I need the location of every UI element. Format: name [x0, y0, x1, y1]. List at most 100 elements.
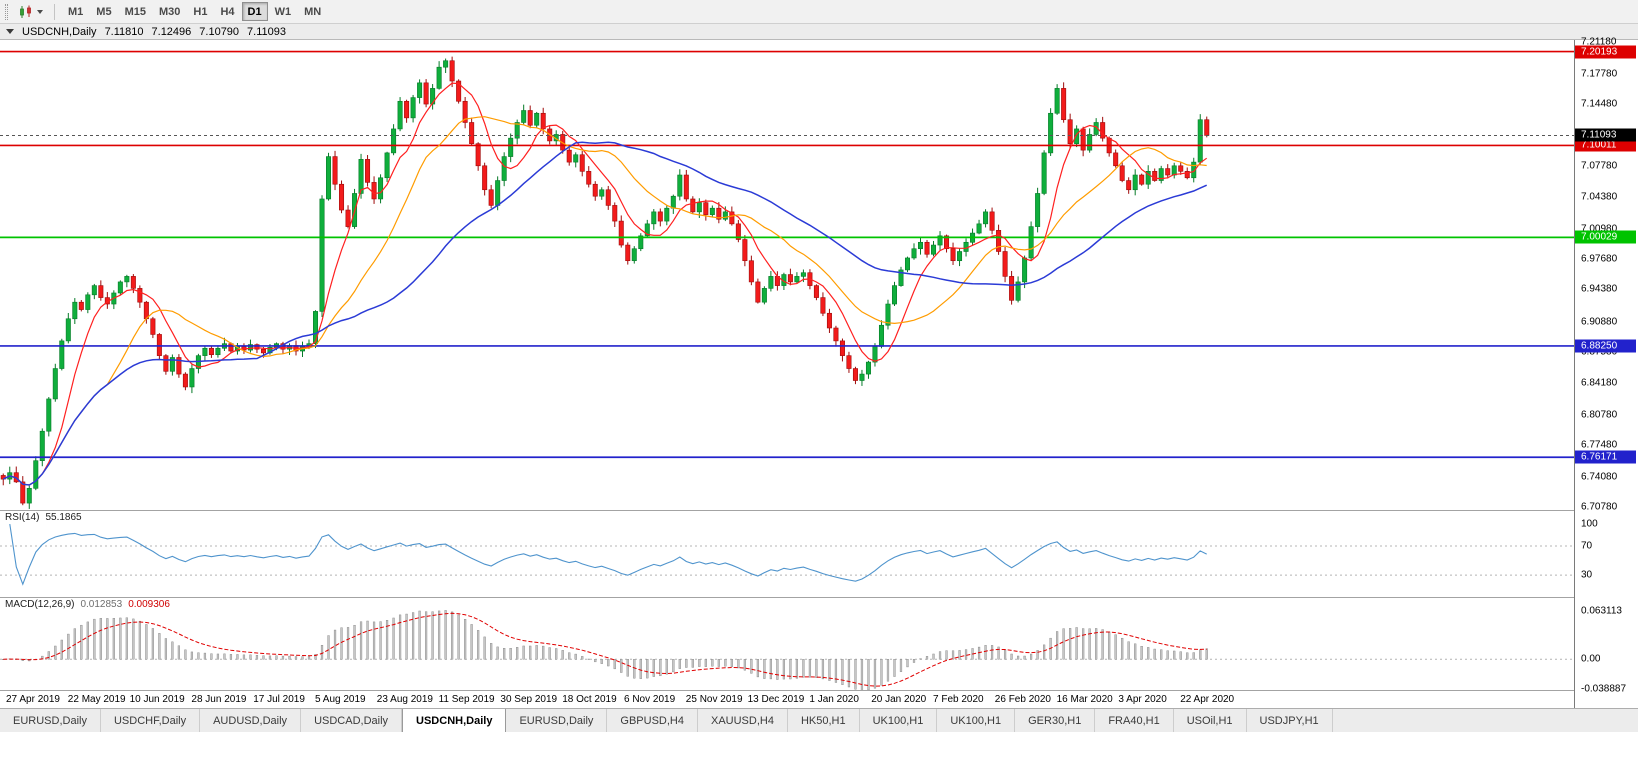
candlestick-icon	[20, 5, 31, 18]
timeframe-button-m5[interactable]: M5	[90, 2, 117, 21]
price-axis-label: 6.90880	[1581, 316, 1618, 328]
macd-signal-value: 0.009306	[128, 599, 170, 610]
chart-tab-xauusd-h4[interactable]: XAUUSD,H4	[698, 709, 788, 732]
macd-name: MACD(12,26,9)	[5, 599, 75, 610]
date-label: 30 Sep 2019	[500, 694, 558, 705]
date-label: 25 Nov 2019	[685, 694, 743, 705]
panel-separator[interactable]	[0, 597, 1574, 598]
price-panel[interactable]	[0, 40, 1574, 510]
price-axis[interactable]: 7.21180 7.17780 7.14480 7.07780 7.04380 7.009…	[1574, 36, 1638, 708]
date-label: 13 Dec 2019	[747, 694, 805, 705]
date-label: 18 Oct 2019	[562, 694, 617, 705]
price-axis-label: 7.00980	[1581, 223, 1618, 235]
timeframe-buttons: M1 M5 M15 M30 H1 H4 D1 W1 MN	[62, 2, 327, 21]
price-axis-label: 7.07780	[1581, 160, 1618, 172]
status-area	[0, 732, 1638, 766]
chart-tab-ger30-h1[interactable]: GER30,H1	[1015, 709, 1096, 732]
date-label: 22 Apr 2020	[1180, 694, 1235, 705]
timeframe-button-h4[interactable]: H4	[214, 2, 240, 21]
chart-tab-usdcad-daily[interactable]: USDCAD,Daily	[301, 709, 403, 732]
price-level-badge: 7.20193	[1575, 45, 1636, 59]
chart-tab-eurusd-daily[interactable]: EURUSD,Daily	[506, 709, 608, 732]
date-label: 26 Feb 2020	[994, 694, 1051, 705]
chart-title: USDCNH,Daily 7.11810 7.12496 7.10790 7.1…	[22, 26, 286, 38]
macd-panel[interactable]: MACD(12,26,9) 0.012853 0.009306	[0, 598, 1574, 690]
chart-tab-usdjpy-h1[interactable]: USDJPY,H1	[1247, 709, 1333, 732]
date-label: 22 May 2019	[67, 694, 126, 705]
timeframe-button-h1[interactable]: H1	[187, 2, 213, 21]
date-axis[interactable]: 27 Apr 2019 22 May 2019 10 Jun 2019 28 Jun …	[0, 690, 1574, 708]
date-label: 5 Aug 2019	[315, 694, 366, 705]
chart-tab-gbpusd-h4[interactable]: GBPUSD,H4	[607, 709, 698, 732]
date-label: 6 Nov 2019	[624, 694, 676, 705]
chart-tab-fra40-h1[interactable]: FRA40,H1	[1095, 709, 1174, 732]
rsi-axis-label: 70	[1581, 540, 1593, 552]
price-axis-label: 6.77480	[1581, 439, 1618, 451]
chart-tabs-bar: EURUSD,Daily USDCHF,Daily AUDUSD,Daily USDC…	[0, 708, 1638, 732]
chart-window: USDCNH,Daily 7.11810 7.12496 7.10790 7.1…	[0, 24, 1638, 708]
timeframe-button-mn[interactable]: MN	[298, 2, 327, 21]
price-level-badge: 7.00029	[1575, 230, 1636, 244]
chart-tab-eurusd-daily[interactable]: EURUSD,Daily	[0, 709, 101, 732]
chart-type-icon[interactable]	[14, 2, 47, 22]
price-axis-label: 6.97680	[1581, 253, 1618, 265]
macd-axis-label: 0.063113	[1581, 605, 1622, 617]
macd-chart-svg	[0, 610, 1574, 690]
chart-tab-uk100-h1[interactable]: UK100,H1	[937, 709, 1016, 732]
price-axis-label: 7.04380	[1581, 191, 1618, 203]
rsi-axis-label: 30	[1581, 569, 1593, 581]
toolbar-grip[interactable]	[5, 3, 8, 20]
chart-tab-hk50-h1[interactable]: HK50,H1	[788, 709, 860, 732]
chart-tab-audusd-daily[interactable]: AUDUSD,Daily	[200, 709, 302, 732]
chart-tab-uk100-h1[interactable]: UK100,H1	[860, 709, 938, 732]
rsi-chart-svg	[0, 524, 1574, 586]
chart-body: RSI(14) 55.1865 MACD(12,26,9) 0.012853 0…	[0, 36, 1638, 708]
macd-main-value: 0.012853	[80, 599, 123, 610]
date-label: 17 Jul 2019	[253, 694, 305, 705]
timeframe-button-w1[interactable]: W1	[269, 2, 298, 21]
panel-separator[interactable]	[0, 510, 1574, 511]
price-level-badge: 6.76171	[1575, 450, 1636, 464]
price-chart-svg	[0, 50, 1574, 509]
rsi-axis-label: 100	[1581, 518, 1598, 530]
timeframe-button-d1[interactable]: D1	[241, 2, 268, 21]
price-axis-label: 7.17780	[1581, 68, 1618, 80]
timeframe-toolbar: M1 M5 M15 M30 H1 H4 D1 W1 MN	[0, 0, 1638, 24]
open-value: 7.11810	[104, 25, 144, 38]
date-label: 3 Apr 2020	[1118, 694, 1167, 705]
chart-tab-usdcnh-daily[interactable]: USDCNH,Daily	[402, 709, 507, 732]
date-label: 16 Mar 2020	[1056, 694, 1113, 705]
date-label: 23 Aug 2019	[376, 694, 433, 705]
chart-symbol-period: USDCNH,Daily	[22, 25, 97, 38]
date-label: 10 Jun 2019	[129, 694, 185, 705]
date-label: 11 Sep 2019	[438, 694, 495, 705]
ohlc-readout: 7.11810 7.12496 7.10790 7.11093	[105, 26, 286, 38]
date-label: 28 Jun 2019	[191, 694, 247, 705]
low-value: 7.10790	[199, 25, 240, 38]
price-axis-label: 6.80780	[1581, 409, 1618, 421]
price-axis-label: 6.94380	[1581, 283, 1618, 295]
toolbar-separator	[54, 3, 55, 20]
timeframe-button-m15[interactable]: M15	[119, 2, 152, 21]
date-label: 20 Jan 2020	[871, 694, 927, 705]
chart-tab-usdchf-daily[interactable]: USDCHF,Daily	[101, 709, 201, 732]
price-axis-label: 6.70780	[1581, 501, 1618, 513]
price-axis-label: 7.14480	[1581, 98, 1618, 110]
rsi-panel[interactable]: RSI(14) 55.1865	[0, 511, 1574, 597]
date-label: 27 Apr 2019	[6, 694, 60, 705]
rsi-name: RSI(14)	[5, 512, 40, 523]
macd-axis-label: 0.00	[1581, 653, 1601, 665]
current-price-badge: 7.11093	[1575, 128, 1636, 142]
high-value: 7.12496	[151, 25, 192, 38]
timeframe-button-m30[interactable]: M30	[153, 2, 186, 21]
price-axis-label: 7.21180	[1581, 36, 1617, 48]
date-label: 1 Jan 2020	[809, 694, 859, 705]
collapse-icon[interactable]	[6, 29, 14, 34]
timeframe-button-m1[interactable]: M1	[62, 2, 89, 21]
price-axis-label: 6.74080	[1581, 471, 1618, 483]
chart-title-bar: USDCNH,Daily 7.11810 7.12496 7.10790 7.1…	[0, 24, 1638, 40]
chart-tab-usoil-h1[interactable]: USOil,H1	[1174, 709, 1247, 732]
close-value: 7.11093	[247, 25, 286, 38]
price-level-badge: 7.10011	[1575, 138, 1636, 152]
